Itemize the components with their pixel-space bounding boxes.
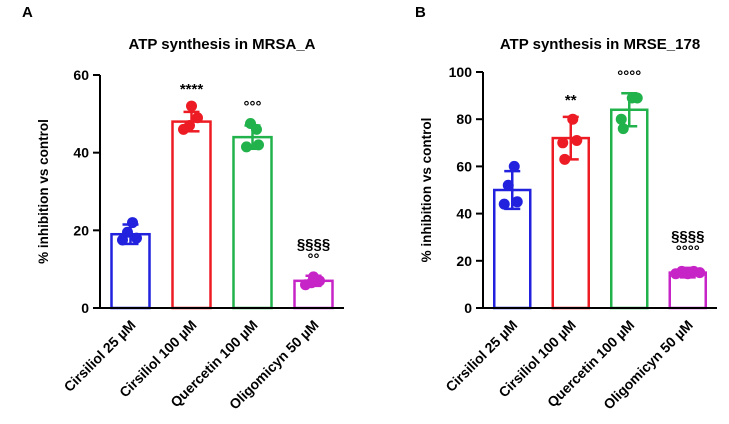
data-point [245, 118, 256, 130]
bar-2 [610, 108, 649, 310]
significance-annotation: §§§§ [671, 228, 704, 245]
data-point [615, 113, 627, 125]
y-axis-title: % inhibition vs control [419, 118, 434, 263]
data-point [241, 141, 252, 153]
chart-title-b: ATP synthesis in MRSE_178 [499, 36, 701, 53]
data-point [511, 196, 523, 208]
significance-annotation: °°°° [676, 243, 700, 260]
data-point [186, 100, 197, 112]
data-point [694, 267, 706, 279]
y-tick-label: 0 [464, 300, 472, 316]
bar-1 [551, 136, 590, 310]
data-point [498, 198, 510, 210]
significance-annotation: §§§§ [297, 236, 330, 253]
y-tick-label: 0 [81, 300, 89, 316]
significance-annotation: °°° [244, 99, 262, 116]
data-point [192, 112, 203, 124]
data-point [253, 139, 264, 151]
panel-label-a: A [22, 4, 33, 21]
bar-2 [232, 135, 273, 310]
y-tick-label: 40 [73, 145, 89, 161]
y-tick-label: 60 [456, 158, 472, 174]
data-point [131, 232, 142, 244]
y-tick-label: 20 [456, 253, 472, 269]
bar-1 [171, 120, 212, 310]
y-tick-label: 40 [456, 206, 472, 222]
data-point [559, 153, 571, 165]
data-point [617, 123, 629, 135]
data-point [567, 113, 579, 125]
significance-annotation: **** [180, 81, 204, 98]
significance-annotation: °°°° [617, 68, 641, 85]
data-point [557, 137, 569, 149]
data-point [184, 119, 195, 131]
bar-0 [110, 232, 151, 310]
y-tick-label: 100 [449, 64, 473, 80]
significance-annotation: ** [565, 92, 577, 109]
panel-b: B ATP synthesis in MRSE_178 0 20 40 60 80 100… [365, 0, 729, 424]
y-tick-label: 60 [73, 67, 89, 83]
data-point [127, 217, 138, 229]
y-tick-label: 80 [456, 111, 472, 127]
data-point [508, 160, 520, 172]
panel-label-b: B [415, 4, 426, 21]
panel-a: A ATP synthesis in MRSA_A 0 20 40 60 % inhib… [22, 4, 344, 412]
data-point [122, 226, 133, 238]
chart-title-a: ATP synthesis in MRSA_A [128, 36, 316, 53]
data-point [502, 179, 514, 191]
data-point [308, 271, 319, 283]
y-axis-title: % inhibition vs control [36, 119, 51, 264]
data-point [631, 92, 643, 104]
data-point [571, 134, 583, 146]
significance-annotation: °° [308, 251, 320, 268]
y-tick-label: 20 [73, 222, 89, 238]
